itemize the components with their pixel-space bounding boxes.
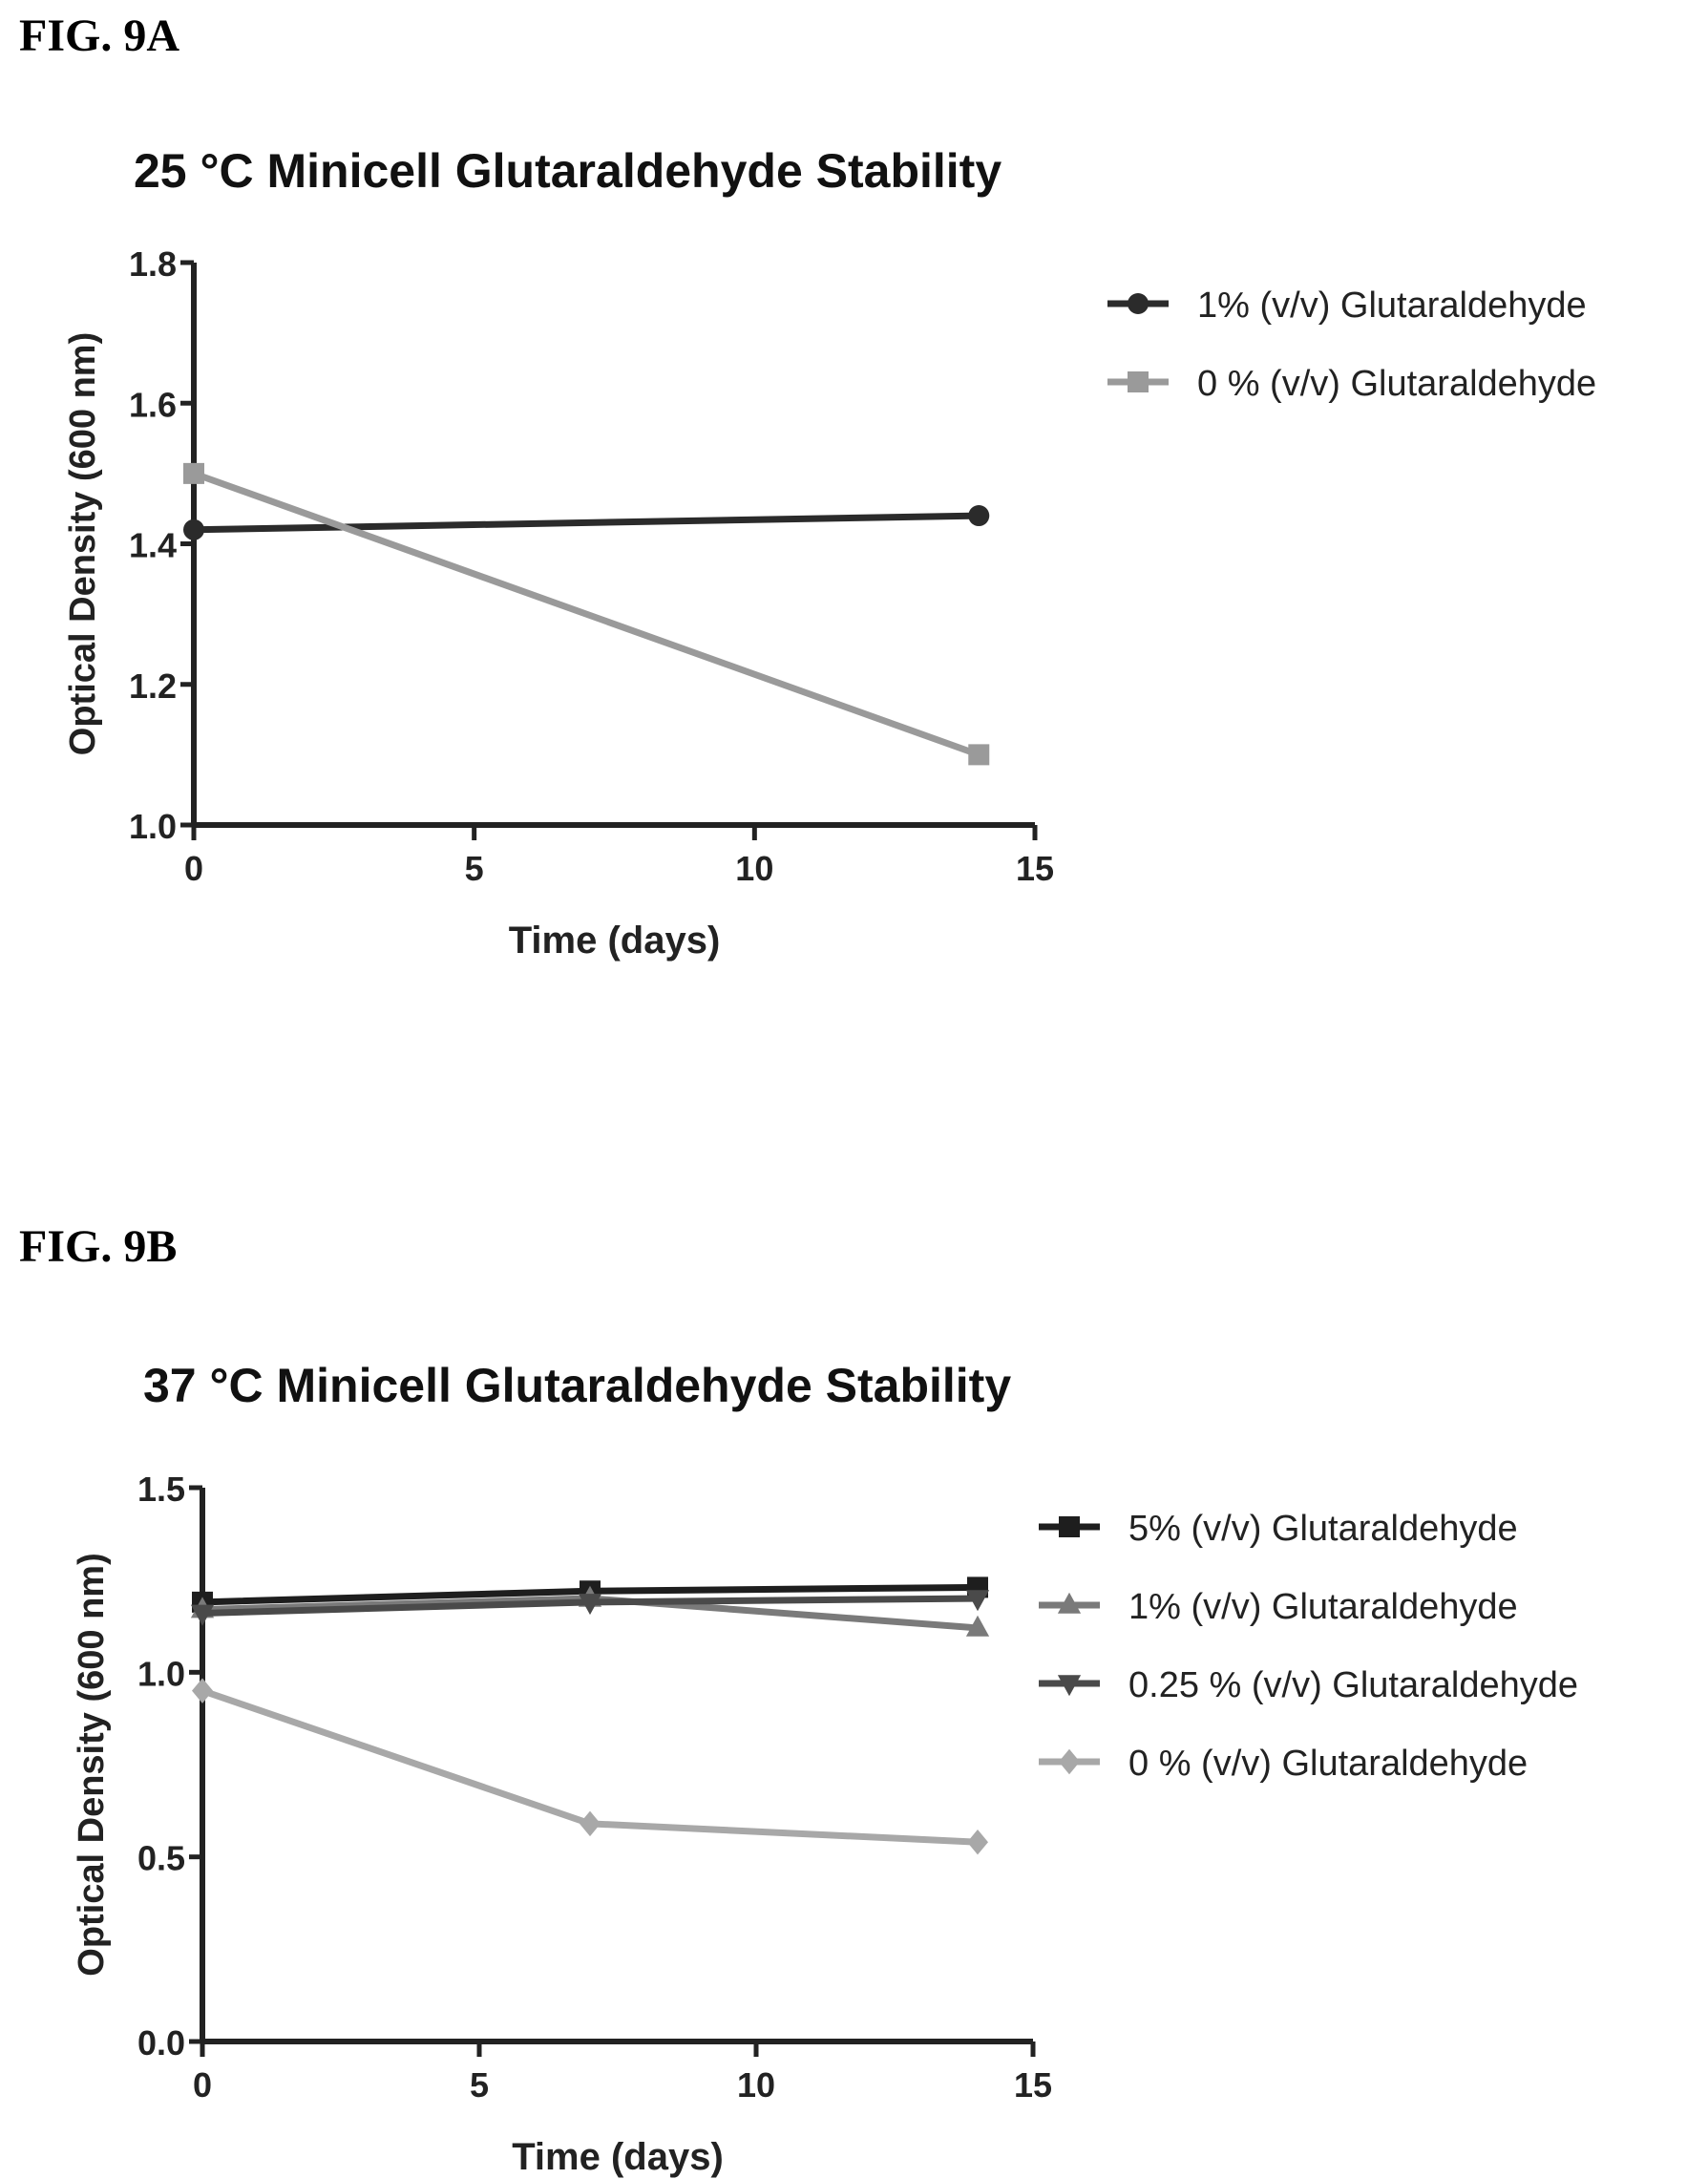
y-tick-label: 1.0 <box>137 1654 185 1693</box>
x-axis-label: Time (days) <box>509 920 721 962</box>
y-tick-label: 1.0 <box>129 807 177 846</box>
legend-marker <box>1059 1516 1080 1537</box>
x-tick-label: 10 <box>737 2065 775 2105</box>
data-point <box>183 518 204 540</box>
chart-9b: 0.0 0.5 1.0 1.5 0 5 10 15 Time (days) Optical Den… <box>72 1470 1578 2178</box>
legend-marker <box>1057 1592 1082 1614</box>
y-axis-label: Optical Density (600 nm) <box>63 332 103 755</box>
y-axis-label: Optical Density (600 nm) <box>72 1553 112 1976</box>
x-tick-label: 5 <box>465 849 484 888</box>
data-point <box>183 462 204 484</box>
x-tick-label: 5 <box>470 2065 489 2105</box>
legend-label: 0.25 % (v/v) Glutaraldehyde <box>1128 1665 1578 1705</box>
data-point <box>965 1615 990 1637</box>
chart-9a: 1.0 1.2 1.4 1.6 1.8 0 5 10 15 Time (days) Optical … <box>63 244 1596 962</box>
y-tick-label: 1.8 <box>129 244 177 284</box>
x-tick-label: 0 <box>184 849 203 888</box>
data-point <box>190 1604 215 1626</box>
legend-marker <box>1128 371 1149 392</box>
x-tick-label: 15 <box>1016 849 1054 888</box>
x-tick-label: 15 <box>1014 2065 1052 2105</box>
legend-label: 1% (v/v) Glutaraldehyde <box>1197 286 1587 326</box>
data-point <box>968 744 990 766</box>
legend-label: 5% (v/v) Glutaraldehyde <box>1128 1509 1518 1549</box>
figure-label: FIG. 9A <box>19 11 179 61</box>
x-axis-label: Time (days) <box>512 2136 724 2178</box>
legend-marker <box>1059 1748 1080 1775</box>
legend-marker <box>1057 1675 1082 1697</box>
data-point <box>965 1590 990 1612</box>
y-tick-label: 1.2 <box>129 666 177 706</box>
data-point <box>967 1830 988 1855</box>
legend-label: 1% (v/v) Glutaraldehyde <box>1128 1587 1518 1627</box>
data-point <box>580 1810 601 1837</box>
y-tick-label: 1.6 <box>129 385 177 424</box>
data-point <box>192 1678 213 1703</box>
y-tick-label: 0.0 <box>137 2023 185 2063</box>
x-tick-label: 10 <box>735 849 773 888</box>
figure-label: FIG. 9B <box>19 1221 178 1272</box>
series-line <box>193 512 980 534</box>
data-point <box>578 1594 602 1616</box>
x-tick-label: 0 <box>193 2065 212 2105</box>
series-line <box>192 470 981 758</box>
legend-label: 0 % (v/v) Glutaraldehyde <box>1128 1744 1528 1784</box>
data-point <box>968 505 990 527</box>
legend-label: 0 % (v/v) Glutaraldehyde <box>1197 364 1596 404</box>
chart-title: 25 °C Minicell Glutaraldehyde Stability <box>134 144 1002 198</box>
chart-title: 37 °C Minicell Glutaraldehyde Stability <box>143 1359 1012 1412</box>
y-tick-label: 1.4 <box>129 526 177 565</box>
y-tick-label: 0.5 <box>137 1839 185 1878</box>
legend-marker <box>1128 293 1149 314</box>
y-tick-label: 1.5 <box>137 1470 185 1509</box>
